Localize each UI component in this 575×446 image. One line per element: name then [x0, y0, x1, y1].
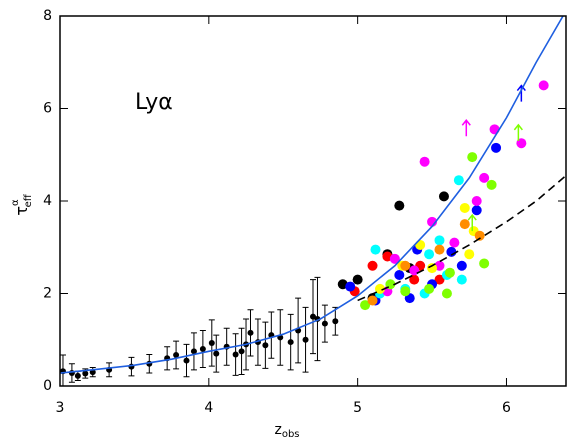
point	[479, 258, 490, 269]
point	[471, 205, 482, 216]
point	[370, 244, 381, 255]
point	[352, 274, 363, 285]
x-label-sub: obs	[282, 429, 300, 440]
y-axis-label: τα eff	[10, 193, 34, 215]
point	[173, 352, 180, 359]
point	[471, 196, 482, 206]
point	[434, 244, 445, 255]
point	[183, 357, 190, 364]
y-label-sub: eff	[23, 193, 34, 207]
y-label-sup: α	[10, 199, 21, 206]
x-tick-label: 3	[56, 400, 65, 416]
point	[345, 281, 356, 292]
point	[427, 263, 438, 274]
point	[367, 260, 378, 271]
point	[213, 350, 220, 357]
point	[474, 230, 485, 241]
point	[199, 346, 206, 352]
point	[310, 313, 316, 320]
x-label-symbol: z	[274, 422, 281, 438]
x-tick-label: 6	[502, 400, 511, 416]
point	[302, 336, 309, 343]
point	[367, 295, 378, 306]
point	[459, 219, 470, 230]
point	[190, 348, 197, 355]
point	[434, 235, 445, 246]
x-tick-label: 4	[204, 400, 213, 416]
point	[467, 152, 478, 163]
point	[374, 283, 385, 294]
point	[491, 142, 502, 153]
point	[441, 288, 452, 299]
point	[262, 342, 269, 349]
lower-limit-arrow	[513, 123, 523, 141]
point	[438, 191, 449, 202]
point	[287, 339, 294, 346]
y-tick-label: 6	[43, 101, 52, 117]
lower-limit-arrow	[467, 213, 477, 232]
point	[321, 320, 328, 327]
point	[424, 249, 435, 260]
point	[400, 286, 411, 297]
point	[394, 200, 405, 211]
point	[449, 237, 460, 248]
point	[247, 329, 254, 336]
point	[332, 318, 339, 325]
point	[409, 274, 420, 285]
x-axis-label: zobs	[274, 422, 299, 440]
point	[415, 239, 426, 250]
point	[128, 363, 135, 370]
point	[419, 156, 430, 167]
point	[400, 260, 411, 271]
fit-curve	[357, 174, 566, 302]
y-tick-label: 2	[43, 286, 52, 302]
point	[424, 283, 435, 294]
point	[456, 260, 467, 271]
point	[538, 80, 549, 91]
point	[232, 351, 239, 358]
point	[479, 172, 490, 183]
point	[409, 265, 420, 276]
lower-limit-arrow	[461, 119, 471, 137]
y-label-symbol: τ	[12, 206, 31, 216]
lower-limit-arrow	[516, 84, 526, 102]
point	[459, 202, 470, 213]
point	[238, 348, 245, 355]
point	[456, 274, 467, 285]
plot-area	[60, 16, 566, 386]
point	[82, 370, 89, 377]
point	[464, 249, 475, 260]
point	[389, 253, 400, 264]
point	[444, 267, 455, 278]
annotation: Lyα	[135, 90, 173, 115]
point	[486, 179, 497, 190]
fit-curve	[60, 16, 564, 374]
point	[360, 300, 371, 311]
point	[208, 339, 215, 346]
y-tick-label: 8	[43, 8, 52, 24]
point	[74, 372, 81, 379]
point	[394, 270, 405, 280]
y-tick-label: 4	[43, 193, 52, 209]
x-tick-label: 5	[353, 400, 362, 416]
y-tick-label: 0	[43, 378, 52, 394]
point	[453, 175, 464, 186]
point	[434, 274, 445, 285]
